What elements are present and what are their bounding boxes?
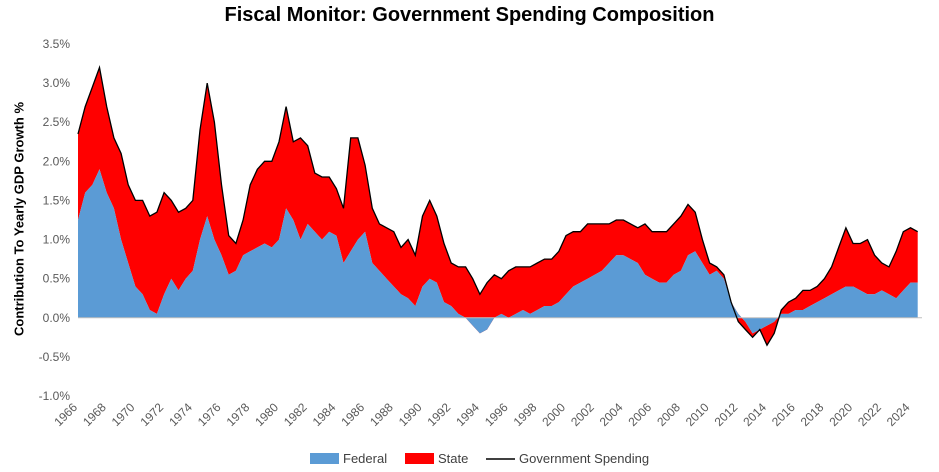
x-tick-label: 1986 [338, 400, 367, 429]
x-tick-label: 1996 [482, 400, 511, 429]
y-tick-label: 2.5% [43, 115, 71, 129]
x-tick-label: 1968 [80, 400, 109, 429]
x-tick-label: 1978 [224, 400, 253, 429]
x-tick-label: 1974 [166, 400, 195, 429]
x-tick-label: 2000 [539, 400, 568, 429]
x-tick-label: 2004 [597, 400, 626, 429]
y-tick-label: 3.5% [43, 37, 71, 51]
x-tick-label: 2002 [568, 400, 597, 429]
x-tick-label: 1990 [396, 400, 425, 429]
x-tick-label: 2020 [826, 400, 855, 429]
legend-swatch [405, 453, 434, 464]
y-tick-label: 1.0% [43, 233, 71, 247]
legend-label: Federal [343, 451, 387, 466]
x-tick-label: 1976 [195, 400, 224, 429]
x-tick-label: 2010 [683, 400, 712, 429]
x-tick-label: 1988 [367, 400, 396, 429]
government-spending-line [77, 65, 919, 347]
x-tick-label: 2006 [625, 400, 654, 429]
chart-title: Fiscal Monitor: Government Spending Comp… [224, 4, 715, 26]
legend: Federal State Government Spending [310, 451, 649, 466]
x-tick-label: 2014 [740, 400, 769, 429]
x-tick-label: 1994 [453, 400, 482, 429]
x-tick-label: 1998 [511, 400, 540, 429]
x-tick-label: 2016 [769, 400, 798, 429]
legend-label: State [438, 451, 468, 466]
line-layer [77, 65, 919, 347]
state-area [78, 67, 918, 346]
area-layer [78, 67, 918, 346]
x-tick-label: 2024 [884, 400, 913, 429]
legend-swatch [310, 453, 339, 464]
x-tick-label: 2008 [654, 400, 683, 429]
x-tick-labels: 1966 1968 1970 1972 1974 1976 1978 1980 1982 1984… [51, 400, 913, 429]
y-tick-label: 0.5% [43, 272, 71, 286]
x-tick-label: 1992 [425, 400, 454, 429]
y-tick-label: 3.0% [43, 76, 71, 90]
federal-area [78, 169, 918, 334]
x-tick-label: 1966 [51, 400, 80, 429]
x-tick-label: 2022 [855, 400, 884, 429]
y-tick-labels: -1.0% -0.5% 0.0% 0.5% 1.0% 1.5% 2.0% 2.5% 3.0% 3.… [39, 37, 71, 403]
x-tick-label: 1970 [109, 400, 138, 429]
y-tick-label: 2.0% [43, 154, 71, 168]
x-tick-label: 1982 [281, 400, 310, 429]
y-tick-label: 1.5% [43, 193, 71, 207]
x-tick-label: 2018 [798, 400, 827, 429]
y-tick-label: 0.0% [43, 311, 71, 325]
legend-label: Government Spending [519, 451, 649, 466]
x-tick-label: 2012 [712, 400, 741, 429]
y-tick-label: -1.0% [39, 389, 71, 403]
x-tick-label: 1980 [252, 400, 281, 429]
y-tick-label: -0.5% [39, 350, 71, 364]
x-tick-label: 1984 [310, 400, 339, 429]
x-tick-label: 1972 [137, 400, 166, 429]
